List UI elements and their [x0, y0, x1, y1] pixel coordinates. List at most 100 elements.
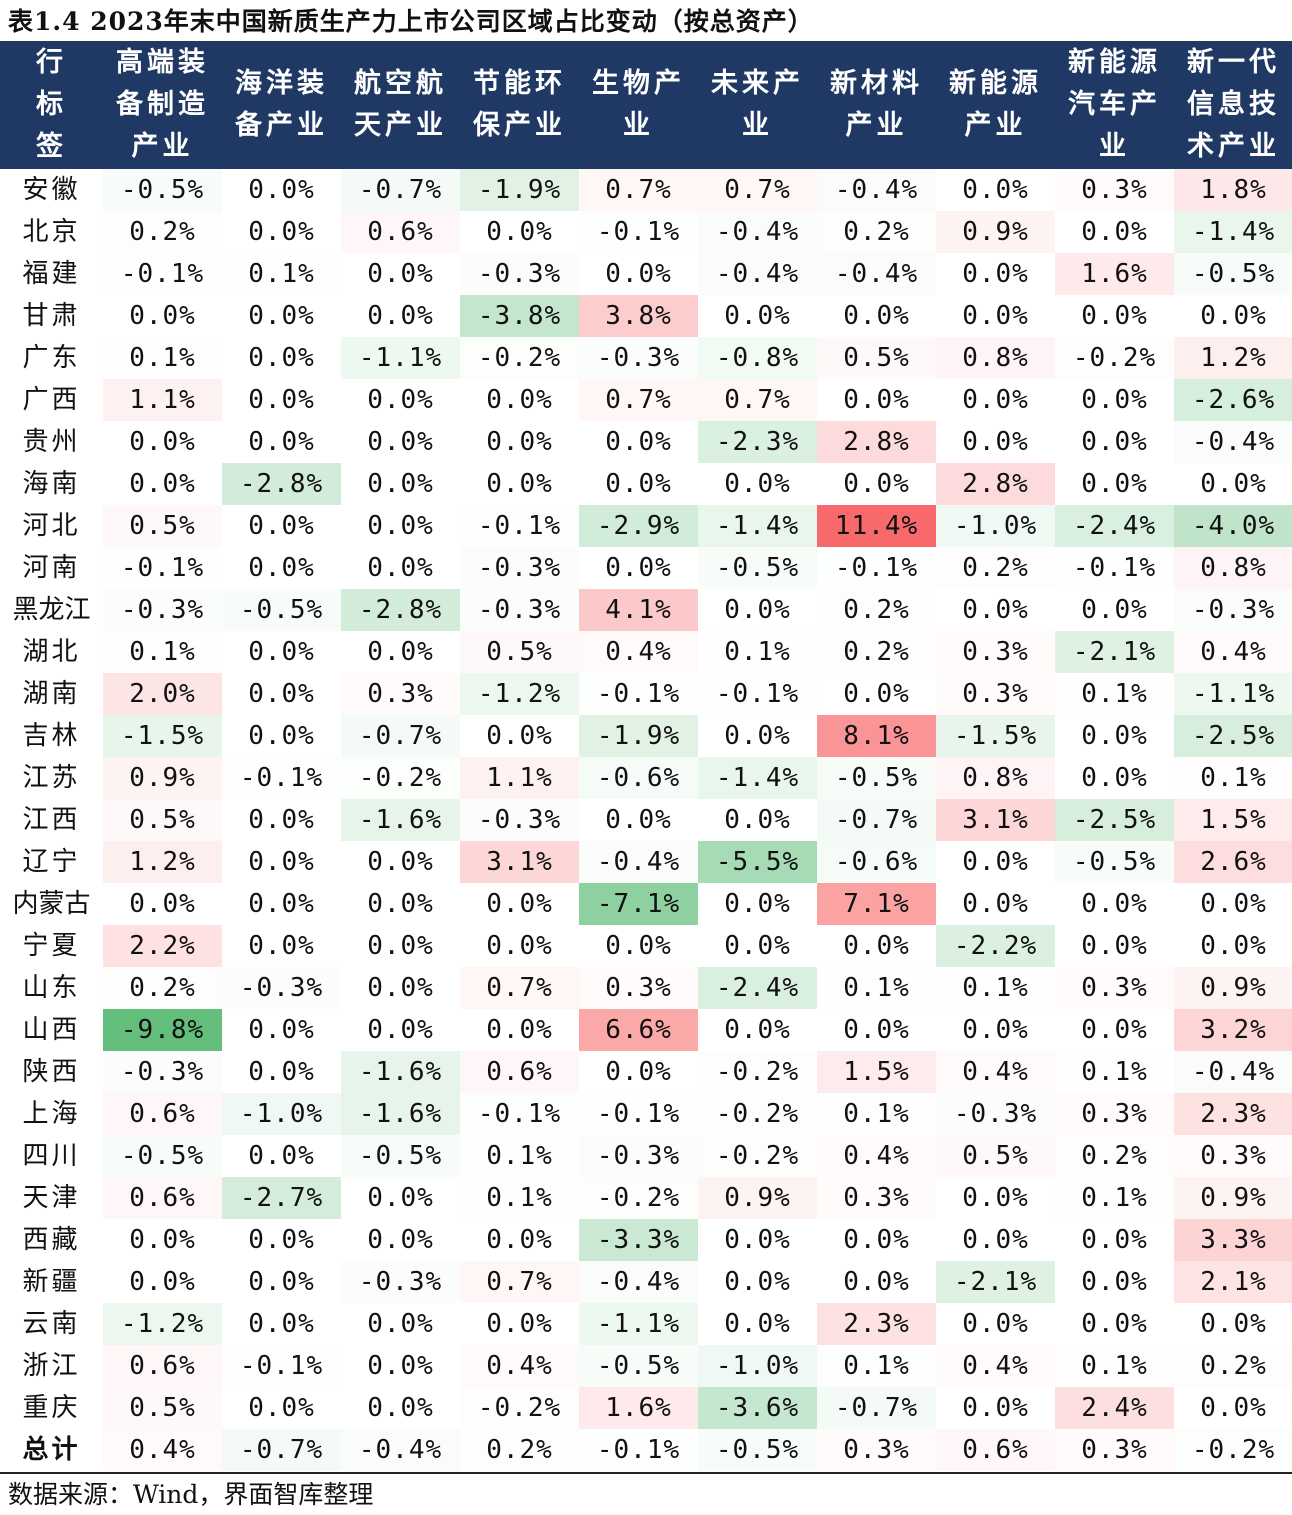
heatmap-cell: -2.1%	[936, 1261, 1055, 1303]
heatmap-cell: 0.2%	[103, 211, 222, 253]
heatmap-cell: 0.3%	[936, 631, 1055, 673]
heatmap-cell: 3.2%	[1174, 1009, 1292, 1051]
heatmap-cell: 0.1%	[222, 253, 341, 295]
heatmap-cell: 0.0%	[460, 421, 579, 463]
heatmap-cell: 0.0%	[341, 1009, 460, 1051]
heatmap-cell: 0.5%	[103, 505, 222, 547]
heatmap-cell: -2.4%	[1055, 505, 1174, 547]
heatmap-cell: -0.4%	[1174, 421, 1292, 463]
heatmap-cell: 0.7%	[460, 1261, 579, 1303]
table-row: 山西 -9.8% 0.0% 0.0% 0.0% 6.6% 0.0% 0.0% 0.0% 0.0% 3…	[0, 1009, 1292, 1051]
heatmap-cell: 0.6%	[460, 1051, 579, 1093]
heatmap-cell: 0.1%	[103, 337, 222, 379]
table-row: 湖南 2.0% 0.0% 0.3% -1.2% -0.1% -0.1% 0.0% 0.3% 0.1…	[0, 673, 1292, 715]
heatmap-cell: 2.8%	[817, 421, 936, 463]
row-label: 四川	[22, 1141, 81, 1171]
row-label: 天津	[22, 1183, 81, 1213]
heatmap-cell: -0.3%	[1174, 589, 1292, 631]
table-row: 西藏 0.0% 0.0% 0.0% 0.0% -3.3% 0.0% 0.0% 0.0% 0.0% 3…	[0, 1219, 1292, 1261]
row-label: 湖北	[22, 637, 81, 667]
heatmap-cell: 0.0%	[817, 1009, 936, 1051]
heatmap-cell: 0.0%	[936, 1303, 1055, 1345]
header-corner-label: 行标签	[0, 41, 103, 169]
heatmap-cell: -4.0%	[1174, 505, 1292, 547]
heatmap-cell: 0.5%	[103, 799, 222, 841]
heatmap-cell: 0.0%	[817, 925, 936, 967]
heatmap-cell: 0.1%	[817, 1093, 936, 1135]
heatmap-cell: 0.0%	[1055, 925, 1174, 967]
heatmap-cell: -0.2%	[1174, 1429, 1292, 1471]
heatmap-cell: 0.0%	[341, 505, 460, 547]
heatmap-cell: -0.3%	[579, 337, 698, 379]
heatmap-cell: 11.4%	[817, 505, 936, 547]
heatmap-cell: 1.5%	[1174, 799, 1292, 841]
heatmap-cell: -2.5%	[1055, 799, 1174, 841]
heatmap-cell: -0.7%	[817, 799, 936, 841]
heatmap-cell: 0.0%	[341, 421, 460, 463]
row-label: 湖南	[22, 679, 81, 709]
heatmap-cell: -1.6%	[341, 1093, 460, 1135]
table-row: 河南 -0.1% 0.0% 0.0% -0.3% 0.0% -0.5% -0.1% 0.2% -0…	[0, 547, 1292, 589]
heatmap-cell: 0.0%	[222, 1135, 341, 1177]
heatmap-cell: -2.4%	[698, 967, 817, 1009]
heatmap-cell: 0.0%	[222, 925, 341, 967]
heatmap-cell: 0.0%	[579, 421, 698, 463]
heatmap-cell: -0.2%	[460, 1387, 579, 1429]
heatmap-cell: -0.7%	[817, 1387, 936, 1429]
heatmap-cell: 1.6%	[579, 1387, 698, 1429]
row-label: 宁夏	[22, 931, 81, 961]
heatmap-cell: 0.4%	[579, 631, 698, 673]
heatmap-cell: 0.0%	[103, 295, 222, 337]
heatmap-cell: 2.6%	[1174, 841, 1292, 883]
heatmap-cell: -1.9%	[579, 715, 698, 757]
heatmap-cell: 0.0%	[1055, 1303, 1174, 1345]
heatmap-cell: 0.0%	[817, 295, 936, 337]
heatmap-cell: 0.0%	[222, 1051, 341, 1093]
heatmap-cell: -2.9%	[579, 505, 698, 547]
heatmap-cell: 0.0%	[341, 379, 460, 421]
heatmap-cell: 0.0%	[341, 1387, 460, 1429]
heatmap-cell: 0.5%	[103, 1387, 222, 1429]
heatmap-cell: 0.0%	[222, 1303, 341, 1345]
heatmap-cell: -9.8%	[103, 1009, 222, 1051]
heatmap-cell: -1.1%	[579, 1303, 698, 1345]
heatmap-cell: -1.0%	[222, 1093, 341, 1135]
heatmap-cell: 0.5%	[460, 631, 579, 673]
heatmap-cell: 0.0%	[341, 1303, 460, 1345]
heatmap-cell: 0.1%	[936, 967, 1055, 1009]
heatmap-cell: 0.0%	[222, 547, 341, 589]
heatmap-cell: 0.0%	[1055, 883, 1174, 925]
heatmap-cell: -0.4%	[341, 1429, 460, 1471]
heatmap-cell: 1.1%	[103, 379, 222, 421]
heatmap-cell: -0.4%	[579, 1261, 698, 1303]
heatmap-cell: 0.0%	[222, 295, 341, 337]
heatmap-cell: 0.0%	[222, 799, 341, 841]
heatmap-cell: 0.3%	[341, 673, 460, 715]
heatmap-cell: 0.9%	[1174, 1177, 1292, 1219]
heatmap-cell: -0.5%	[103, 1135, 222, 1177]
row-label: 安徽	[22, 175, 81, 205]
heatmap-cell: 0.0%	[579, 547, 698, 589]
heatmap-cell: -1.9%	[460, 169, 579, 211]
heatmap-cell: 0.0%	[579, 463, 698, 505]
row-label: 山东	[22, 973, 81, 1003]
column-header-text: 新能源汽车产业	[1068, 47, 1161, 162]
heatmap-cell: 0.8%	[1174, 547, 1292, 589]
heatmap-cell: 0.0%	[1174, 925, 1292, 967]
heatmap-cell: -0.2%	[698, 1051, 817, 1093]
heatmap-cell: 7.1%	[817, 883, 936, 925]
heatmap-cell: 0.9%	[103, 757, 222, 799]
heatmap-cell: 0.2%	[460, 1429, 579, 1471]
heatmap-cell: 0.0%	[936, 1387, 1055, 1429]
column-header: 高端装备制造产业	[103, 41, 222, 169]
heatmap-cell: 0.0%	[936, 589, 1055, 631]
heatmap-cell: 0.2%	[1174, 1345, 1292, 1387]
table-row: 福建 -0.1% 0.1% 0.0% -0.3% 0.0% -0.4% -0.4% 0.0% 1.…	[0, 253, 1292, 295]
row-label: 山西	[22, 1015, 81, 1045]
row-label: 陕西	[22, 1057, 81, 1087]
table-row: 海南 0.0% -2.8% 0.0% 0.0% 0.0% 0.0% 0.0% 2.8% 0.0% 0…	[0, 463, 1292, 505]
table-row: 重庆 0.5% 0.0% 0.0% -0.2% 1.6% -3.6% -0.7% 0.0% 2.4…	[0, 1387, 1292, 1429]
heatmap-cell: 0.0%	[698, 715, 817, 757]
heatmap-cell: 0.9%	[936, 211, 1055, 253]
heatmap-cell: 0.0%	[222, 883, 341, 925]
